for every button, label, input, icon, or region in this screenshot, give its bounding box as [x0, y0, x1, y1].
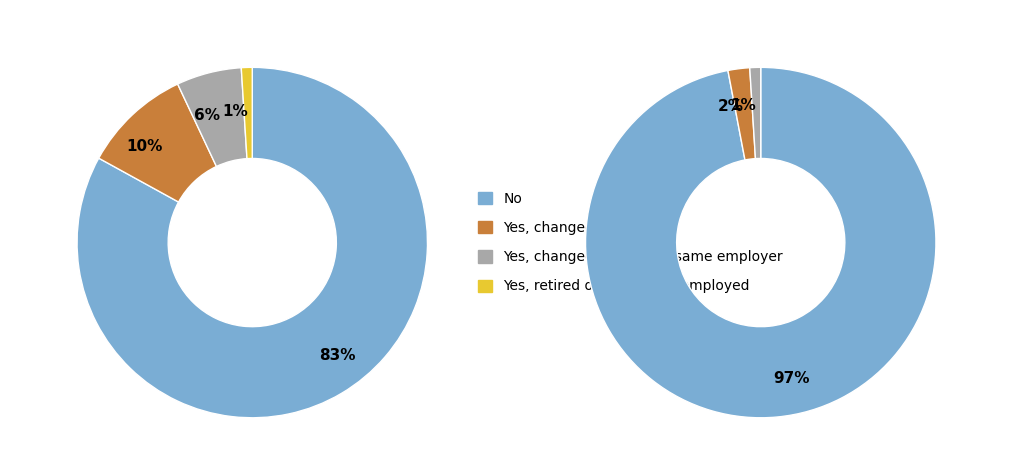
Text: 1%: 1%: [223, 104, 248, 119]
Text: 83%: 83%: [319, 348, 356, 363]
Text: 2%: 2%: [717, 99, 744, 114]
Text: 6%: 6%: [193, 108, 220, 123]
Text: 1%: 1%: [730, 98, 757, 114]
Wedge shape: [177, 68, 247, 166]
Legend: No, Yes, changed employers, Yes, changed job for the same employer, Yes, retired: No, Yes, changed employers, Yes, changed…: [478, 192, 783, 293]
Wedge shape: [728, 68, 756, 160]
Wedge shape: [98, 84, 217, 202]
Text: 97%: 97%: [774, 371, 810, 386]
Wedge shape: [77, 67, 427, 418]
Wedge shape: [241, 67, 252, 159]
Wedge shape: [586, 67, 936, 418]
Text: 10%: 10%: [126, 139, 162, 154]
Wedge shape: [750, 67, 761, 159]
